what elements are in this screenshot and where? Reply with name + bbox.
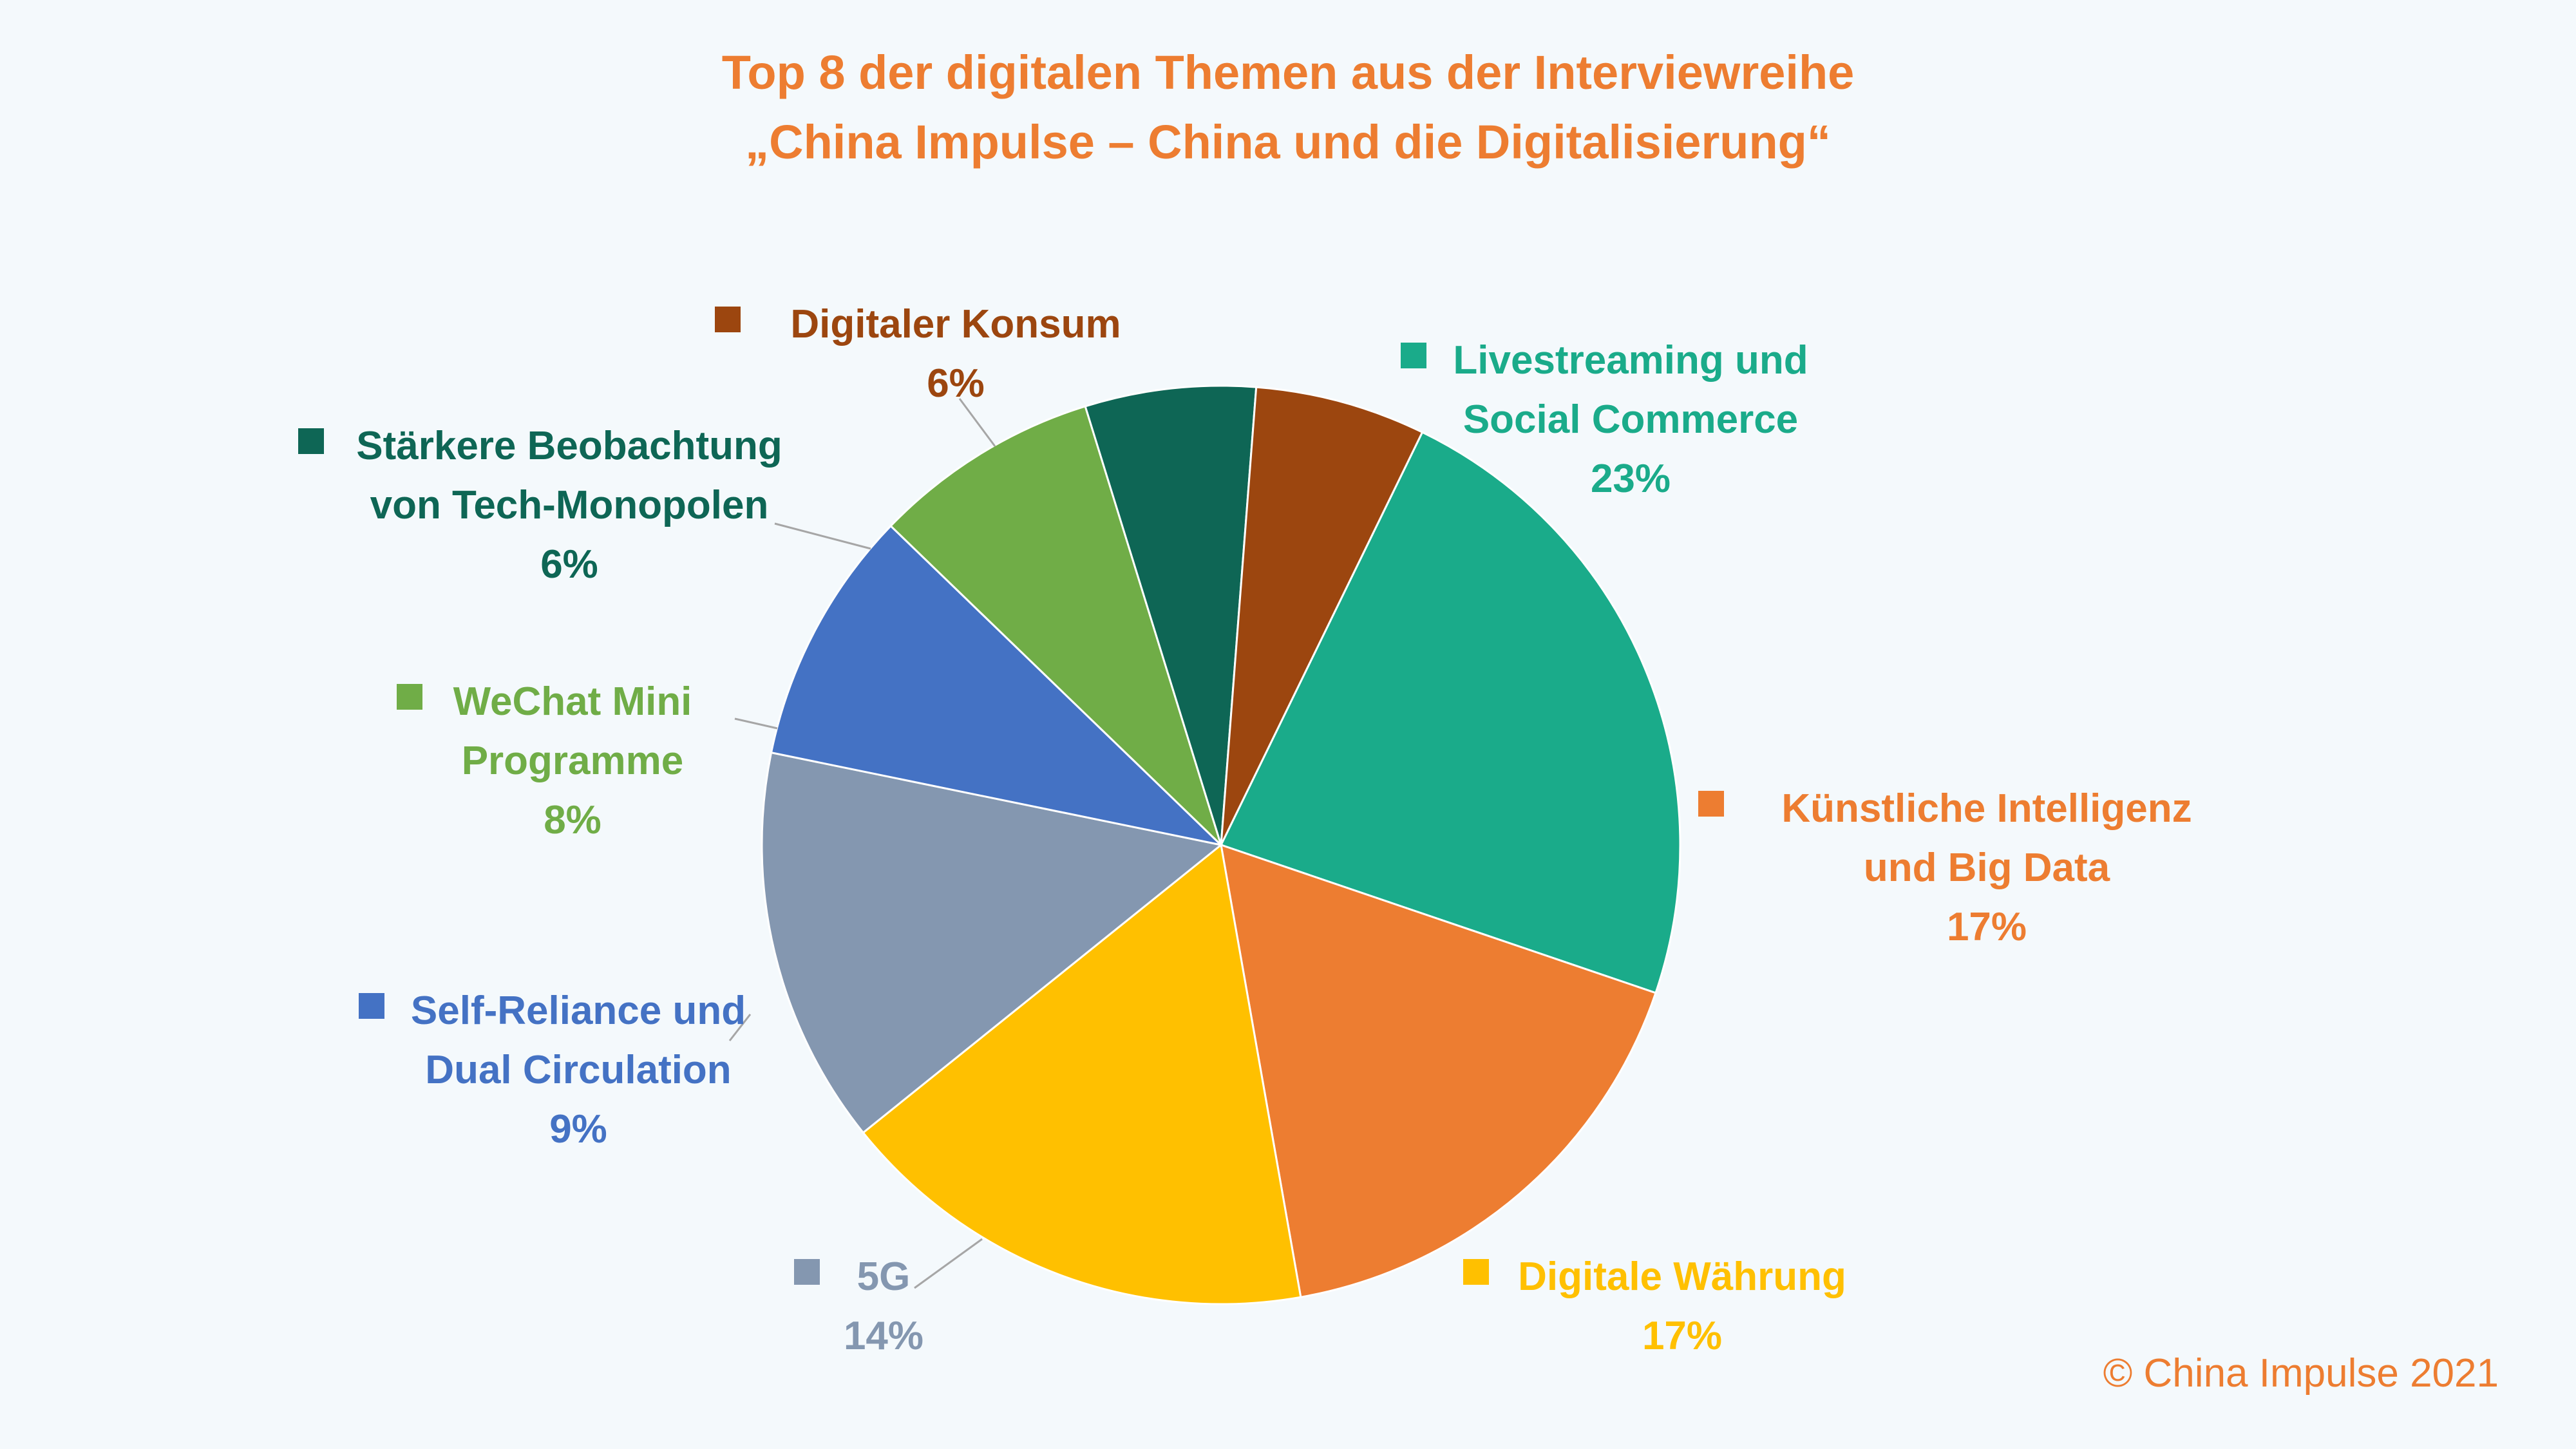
slice-label-name: und Big Data	[1864, 846, 2110, 890]
slice-label-value: 6%	[540, 542, 598, 587]
slice-label: Digitaler Konsum 6%	[715, 302, 1121, 406]
legend-marker	[715, 307, 741, 332]
leader-line	[734, 717, 778, 730]
slice-label-name: Stärkere Beobachtung	[356, 424, 782, 468]
legend-marker	[397, 684, 422, 710]
slice-label-name: Digitale Währung	[1518, 1255, 1846, 1299]
slice-label-value: 6%	[927, 361, 985, 406]
pie-slice	[1084, 384, 1258, 846]
slice-label-value: 17%	[1947, 905, 2027, 949]
slice-label-name: von Tech-Monopolen	[370, 483, 769, 527]
slice-label-name: Self-Reliance und	[411, 989, 746, 1033]
chart-title: Top 8 der digitalen Themen aus der Inter…	[722, 46, 1855, 169]
pie-slices	[761, 384, 1681, 1305]
pie-slice	[1219, 431, 1681, 994]
legend-marker	[794, 1259, 820, 1285]
slice-label: Self-Reliance und Dual Circulation 9%	[359, 989, 746, 1151]
slice-label: WeChat Mini Programme 8%	[397, 679, 692, 842]
slice-label-value: 9%	[549, 1107, 607, 1151]
copyright-text: © China Impulse 2021	[2103, 1351, 2499, 1396]
leader-line	[774, 522, 871, 550]
slice-label-name: Digitaler Konsum	[790, 302, 1121, 346]
slice-label-value: 17%	[1642, 1314, 1722, 1358]
pie-slice	[1220, 843, 1657, 1298]
leader-line	[728, 1014, 752, 1041]
slice-label-name: 5G	[857, 1255, 911, 1299]
leader-line	[914, 1238, 983, 1289]
slice-label-name: Dual Circulation	[425, 1048, 731, 1092]
slice-label-name: Programme	[462, 739, 684, 783]
slice-label-value: 8%	[544, 798, 601, 842]
slice-label: Livestreaming und Social Commerce 23%	[1401, 338, 1808, 501]
pie-slice	[1220, 386, 1424, 846]
legend-marker	[359, 993, 384, 1019]
slice-label-value: 23%	[1591, 457, 1671, 501]
slice-label-name: Livestreaming und	[1453, 338, 1808, 383]
leader-line	[958, 398, 996, 447]
slice-label: Stärkere Beobachtung von Tech-Monopolen 6%	[298, 424, 782, 587]
legend-marker	[298, 428, 324, 454]
slice-label: Künstliche Intelligenz und Big Data 17%	[1698, 786, 2192, 949]
legend-marker	[1698, 791, 1724, 817]
pie-slice	[761, 751, 1224, 1134]
slice-label-name: Künstliche Intelligenz	[1781, 786, 2192, 831]
legend-marker	[1463, 1259, 1489, 1285]
chart-title-line-1: Top 8 der digitalen Themen aus der Inter…	[722, 46, 1855, 99]
chart-title-line-2: „China Impulse – China und die Digitalis…	[745, 115, 1831, 169]
slice-label: Digitale Währung 17%	[1463, 1255, 1846, 1358]
slice-label-value: 14%	[844, 1314, 923, 1358]
leader-lines	[728, 398, 996, 1289]
pie-slice	[862, 843, 1302, 1305]
slice-labels: Livestreaming und Social Commerce 23% Künst…	[298, 302, 2192, 1358]
slice-label-name: Social Commerce	[1463, 397, 1798, 442]
slice-label-name: WeChat Mini	[453, 679, 692, 724]
legend-marker	[1401, 343, 1426, 368]
pie-slice	[889, 405, 1222, 846]
